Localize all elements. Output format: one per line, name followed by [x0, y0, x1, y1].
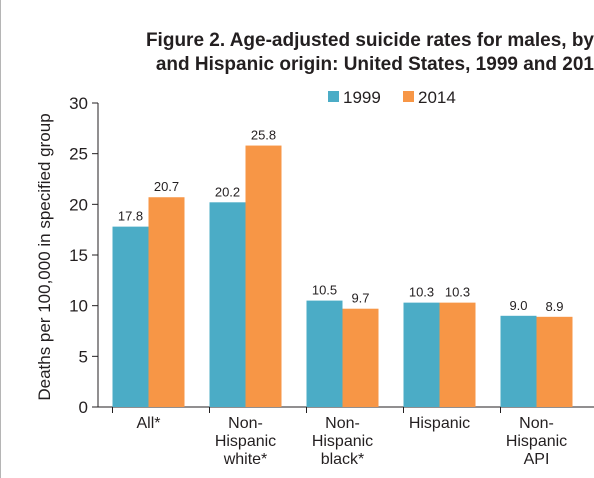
data-label: 10.5	[312, 283, 337, 298]
category-label: Non-	[228, 415, 263, 432]
bar-2014	[536, 316, 573, 407]
category-label: Hispanic	[409, 415, 470, 432]
data-label: 20.2	[215, 184, 240, 199]
y-tick-label: 5	[79, 347, 88, 366]
category-label: Hispanic	[506, 433, 567, 450]
bar-2014	[148, 197, 185, 407]
figure-frame-line	[0, 0, 1, 478]
bar-1999	[500, 315, 537, 407]
category-label: Non-	[519, 415, 554, 432]
legend: 1999 2014	[328, 88, 456, 107]
category-label: Non-	[325, 415, 360, 432]
chart-title-line-1: Figure 2. Age-adjusted suicide rates for…	[145, 30, 594, 51]
bars	[112, 145, 573, 407]
category-label: All*	[136, 415, 160, 432]
bar-1999	[306, 300, 343, 407]
y-tick-label: 20	[69, 195, 88, 214]
bar-1999	[112, 226, 149, 407]
category-labels: All* Non-Hispanicwhite*Non-Hispanicblack*…	[136, 415, 567, 468]
y-tick-label: 10	[69, 297, 88, 316]
data-label: 17.8	[118, 209, 143, 224]
legend-label-2014: 2014	[418, 88, 456, 107]
data-label: 10.3	[445, 285, 470, 300]
category-label: API	[524, 451, 550, 468]
bar-1999	[403, 302, 440, 407]
y-tick-label: 0	[79, 398, 88, 417]
y-tick-label: 25	[69, 145, 88, 164]
legend-swatch-1999	[328, 91, 339, 102]
chart-title-line-2: and Hispanic origin: United States, 1999…	[155, 54, 594, 75]
y-tick-label: 15	[69, 246, 88, 265]
legend-label-1999: 1999	[343, 88, 381, 107]
data-label: 8.9	[545, 299, 563, 314]
data-label: 9.7	[351, 291, 369, 306]
bar-2014	[245, 145, 282, 407]
category-label: Hispanic	[215, 433, 276, 450]
bar-1999	[209, 202, 246, 407]
data-label: 10.3	[409, 285, 434, 300]
data-labels: 17.8 20.7 20.2 25.8 10.5 9.7 10.3 10.3 9.0 8.9	[118, 128, 564, 314]
data-label: 9.0	[509, 298, 527, 313]
category-label: black*	[321, 451, 365, 468]
category-label: white*	[223, 451, 268, 468]
data-label: 25.8	[251, 128, 276, 143]
y-tick-label: 30	[69, 94, 88, 113]
y-axis-label: Deaths per 100,000 in specified group	[35, 113, 54, 400]
bar-2014	[342, 308, 379, 407]
bar-2014	[439, 302, 476, 407]
category-label: Hispanic	[312, 433, 373, 450]
data-label: 20.7	[154, 179, 179, 194]
legend-swatch-2014	[403, 91, 414, 102]
